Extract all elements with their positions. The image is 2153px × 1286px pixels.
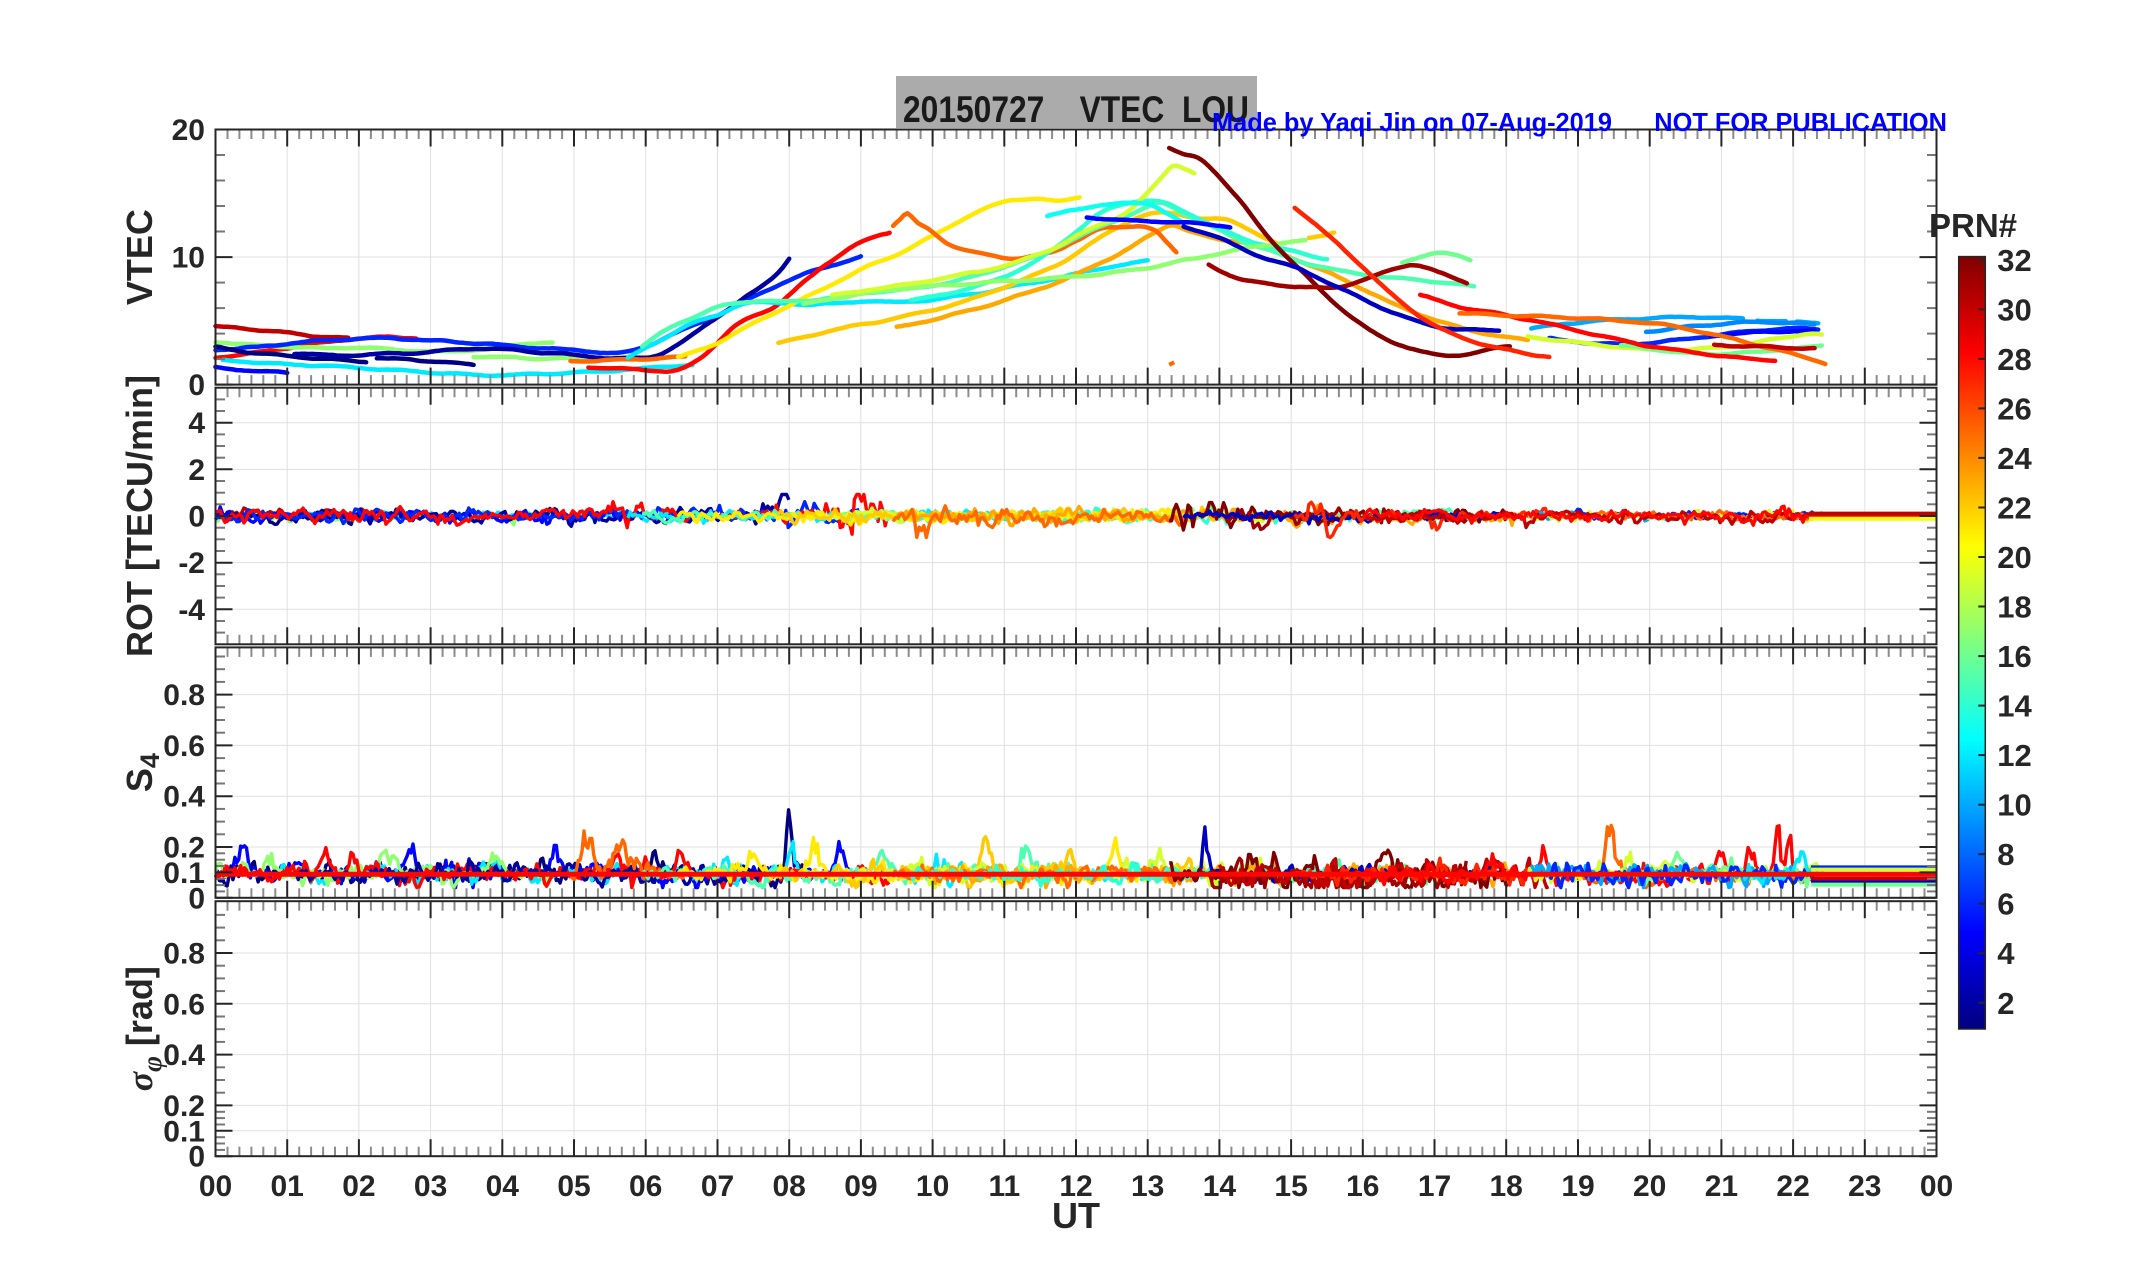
svg-text:08: 08	[773, 1170, 806, 1203]
svg-text:σφ [rad]: σφ [rad]	[119, 966, 167, 1091]
svg-text:22: 22	[1997, 491, 2031, 526]
svg-text:28: 28	[1997, 342, 2031, 377]
svg-text:0.2: 0.2	[163, 832, 205, 865]
svg-text:14: 14	[1997, 689, 2032, 724]
svg-text:30: 30	[1997, 292, 2031, 327]
svg-text:14: 14	[1203, 1170, 1237, 1203]
svg-text:21: 21	[1705, 1170, 1738, 1203]
svg-text:03: 03	[414, 1170, 447, 1203]
svg-text:02: 02	[342, 1170, 375, 1203]
svg-text:23: 23	[1848, 1170, 1881, 1203]
svg-text:0.4: 0.4	[163, 1039, 205, 1072]
svg-text:8: 8	[1997, 837, 2014, 872]
svg-text:0.8: 0.8	[163, 938, 205, 971]
svg-text:S4: S4	[119, 753, 165, 792]
svg-text:20: 20	[1633, 1170, 1666, 1203]
svg-text:0: 0	[188, 501, 205, 534]
svg-text:PRN#: PRN#	[1929, 207, 2017, 244]
svg-text:0.6: 0.6	[163, 730, 205, 763]
svg-text:2: 2	[1997, 986, 2014, 1021]
svg-text:-2: -2	[178, 547, 205, 580]
svg-text:00: 00	[1920, 1170, 1953, 1203]
svg-text:0.1: 0.1	[163, 857, 205, 890]
svg-text:12: 12	[1059, 1170, 1092, 1203]
svg-text:20: 20	[172, 114, 205, 147]
svg-text:-4: -4	[178, 594, 205, 627]
svg-text:0: 0	[188, 1141, 205, 1174]
svg-text:ROT [TECU/min]: ROT [TECU/min]	[119, 375, 160, 657]
svg-text:20: 20	[1997, 540, 2031, 575]
svg-text:22: 22	[1776, 1170, 1809, 1203]
svg-text:4: 4	[1997, 936, 2015, 971]
svg-text:Made by Yaqi Jin on 07-Aug-201: Made by Yaqi Jin on 07-Aug-2019 NOT FOR …	[1212, 107, 1947, 137]
svg-text:10: 10	[172, 242, 205, 275]
svg-text:0.6: 0.6	[163, 988, 205, 1021]
svg-text:VTEC: VTEC	[119, 209, 160, 305]
svg-text:00: 00	[199, 1170, 232, 1203]
svg-text:19: 19	[1561, 1170, 1594, 1203]
svg-text:01: 01	[271, 1170, 304, 1203]
svg-text:12: 12	[1997, 738, 2031, 773]
svg-text:18: 18	[1490, 1170, 1523, 1203]
svg-text:24: 24	[1997, 441, 2032, 476]
svg-text:32: 32	[1997, 243, 2031, 278]
svg-text:10: 10	[916, 1170, 949, 1203]
svg-text:10: 10	[1997, 788, 2031, 823]
svg-text:06: 06	[629, 1170, 662, 1203]
svg-text:UT: UT	[1052, 1195, 1100, 1236]
svg-text:0.1: 0.1	[163, 1115, 205, 1148]
svg-text:4: 4	[188, 407, 205, 440]
svg-text:15: 15	[1274, 1170, 1307, 1203]
svg-text:04: 04	[486, 1170, 520, 1203]
svg-text:13: 13	[1131, 1170, 1164, 1203]
svg-text:0: 0	[188, 882, 205, 915]
svg-text:0.8: 0.8	[163, 679, 205, 712]
svg-text:0.4: 0.4	[163, 781, 205, 814]
svg-text:17: 17	[1418, 1170, 1451, 1203]
svg-text:0: 0	[188, 369, 205, 402]
svg-text:16: 16	[1997, 639, 2031, 674]
svg-text:0.2: 0.2	[163, 1090, 205, 1123]
svg-text:05: 05	[557, 1170, 590, 1203]
svg-text:26: 26	[1997, 391, 2031, 426]
svg-text:2: 2	[188, 454, 205, 487]
svg-text:18: 18	[1997, 590, 2031, 625]
svg-text:20150727 VTEC LOU: 20150727 VTEC LOU	[903, 89, 1249, 130]
svg-text:6: 6	[1997, 887, 2014, 922]
svg-text:11: 11	[988, 1170, 1020, 1203]
svg-text:16: 16	[1346, 1170, 1379, 1203]
svg-text:09: 09	[844, 1170, 877, 1203]
svg-text:07: 07	[701, 1170, 734, 1203]
